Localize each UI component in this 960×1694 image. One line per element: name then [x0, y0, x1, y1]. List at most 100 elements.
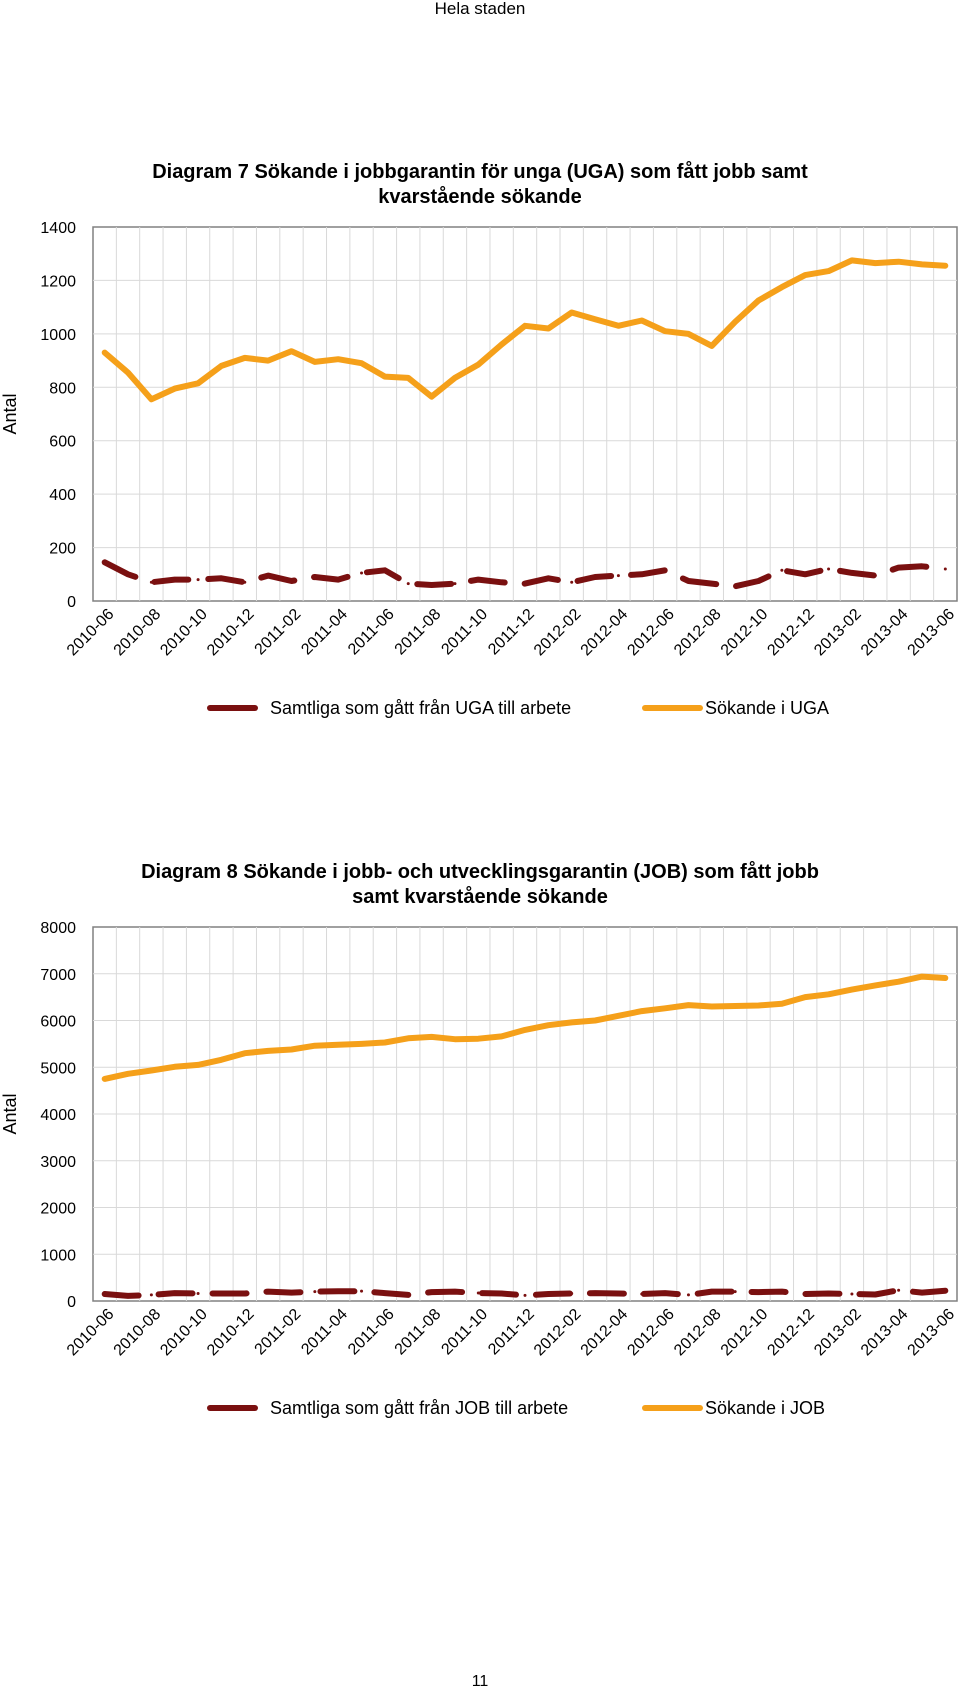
data-point	[757, 298, 761, 302]
y-tick-label: 4000	[40, 1107, 76, 1124]
data-point	[897, 566, 901, 570]
data-point	[570, 310, 574, 314]
data-point	[897, 1288, 901, 1292]
data-point	[523, 1028, 527, 1032]
x-tick-label: 2011-06	[345, 606, 398, 659]
x-tick-label: 2011-08	[392, 606, 445, 659]
data-point	[360, 571, 364, 575]
x-tick-label: 2012-06	[624, 606, 678, 660]
page-number: 11	[471, 1673, 489, 1690]
y-tick-label: 7000	[40, 967, 76, 984]
data-point	[640, 1009, 644, 1013]
data-point	[873, 1292, 877, 1296]
chart-title-line: Diagram 7 Sökande i jobbgarantin för ung…	[152, 160, 808, 183]
data-point	[920, 975, 924, 979]
data-point	[266, 1049, 270, 1053]
data-point	[336, 578, 340, 582]
data-point	[616, 324, 620, 328]
data-point	[243, 580, 247, 584]
data-point	[546, 1292, 550, 1296]
chart-title-line: kvarstående sökande	[378, 185, 581, 208]
chart-title-line: Diagram 8 Sökande i jobb- och utveckling…	[141, 860, 819, 883]
data-point	[780, 568, 784, 572]
data-point	[383, 1040, 387, 1044]
y-tick-label: 5000	[40, 1060, 76, 1077]
x-tick-label: 2010-06	[64, 1306, 118, 1360]
data-point	[360, 361, 364, 365]
data-point	[897, 980, 901, 984]
x-tick-label: 2011-02	[252, 606, 305, 659]
data-point	[873, 574, 877, 578]
data-point	[313, 360, 317, 364]
data-point	[803, 1292, 807, 1296]
data-point	[219, 364, 223, 368]
data-point	[757, 1290, 761, 1294]
data-point	[219, 576, 223, 580]
data-point	[640, 1292, 644, 1296]
data-point	[523, 324, 527, 328]
x-tick-label: 2010-10	[157, 1306, 211, 1360]
x-tick-label: 2011-12	[485, 606, 538, 659]
data-point	[313, 575, 317, 579]
legend-item: Samtliga som gått från UGA till arbete	[207, 698, 571, 718]
data-point	[500, 1292, 504, 1296]
data-point	[686, 1293, 690, 1297]
x-tick-label: 2010-12	[204, 606, 258, 660]
data-point	[406, 582, 410, 586]
x-tick-label: 2012-08	[671, 1306, 725, 1360]
data-point	[850, 258, 854, 262]
data-point	[103, 1292, 107, 1296]
x-tick-label: 2010-08	[111, 606, 165, 660]
series-orange	[101, 973, 949, 1082]
x-tick-label: 2012-02	[531, 606, 585, 660]
y-axis-label: Antal	[0, 1093, 20, 1134]
data-point	[710, 344, 714, 348]
data-point	[803, 273, 807, 277]
data-point	[289, 579, 293, 583]
data-point	[406, 376, 410, 380]
data-point	[523, 582, 527, 586]
data-point	[360, 1042, 364, 1046]
data-point	[920, 564, 924, 568]
data-point	[173, 387, 177, 391]
data-point	[733, 584, 737, 588]
series-orange	[101, 257, 949, 403]
data-point	[757, 1004, 761, 1008]
y-tick-label: 800	[49, 380, 76, 397]
legend-label: Samtliga som gått från UGA till arbete	[270, 698, 571, 718]
data-point	[430, 1035, 434, 1039]
y-tick-label: 8000	[40, 920, 76, 937]
data-point	[710, 1290, 714, 1294]
legend-label: Sökande i UGA	[705, 698, 829, 718]
data-point	[126, 1294, 130, 1298]
data-point	[336, 1289, 340, 1293]
x-tick-label: 2013-02	[811, 1306, 865, 1360]
data-point	[897, 260, 901, 264]
data-point	[383, 1291, 387, 1295]
data-point	[780, 1002, 784, 1006]
data-point	[173, 1065, 177, 1069]
data-point	[616, 1292, 620, 1296]
data-point	[430, 395, 434, 399]
y-tick-label: 0	[67, 594, 76, 611]
x-tick-label: 2012-10	[718, 1306, 772, 1360]
x-tick-label: 2011-10	[438, 1306, 491, 1359]
data-point	[827, 992, 831, 996]
data-point	[943, 567, 947, 571]
data-point	[500, 343, 504, 347]
data-point	[126, 371, 130, 375]
data-point	[733, 1290, 737, 1294]
data-point	[663, 329, 667, 333]
data-point	[803, 572, 807, 576]
data-point	[827, 1292, 831, 1296]
data-point	[663, 568, 667, 572]
data-point	[196, 1063, 200, 1067]
data-point	[243, 1292, 247, 1296]
data-point	[873, 983, 877, 987]
data-point	[383, 568, 387, 572]
data-point	[850, 988, 854, 992]
data-point	[266, 359, 270, 363]
data-point	[500, 580, 504, 584]
data-point	[616, 574, 620, 578]
data-point	[406, 1036, 410, 1040]
